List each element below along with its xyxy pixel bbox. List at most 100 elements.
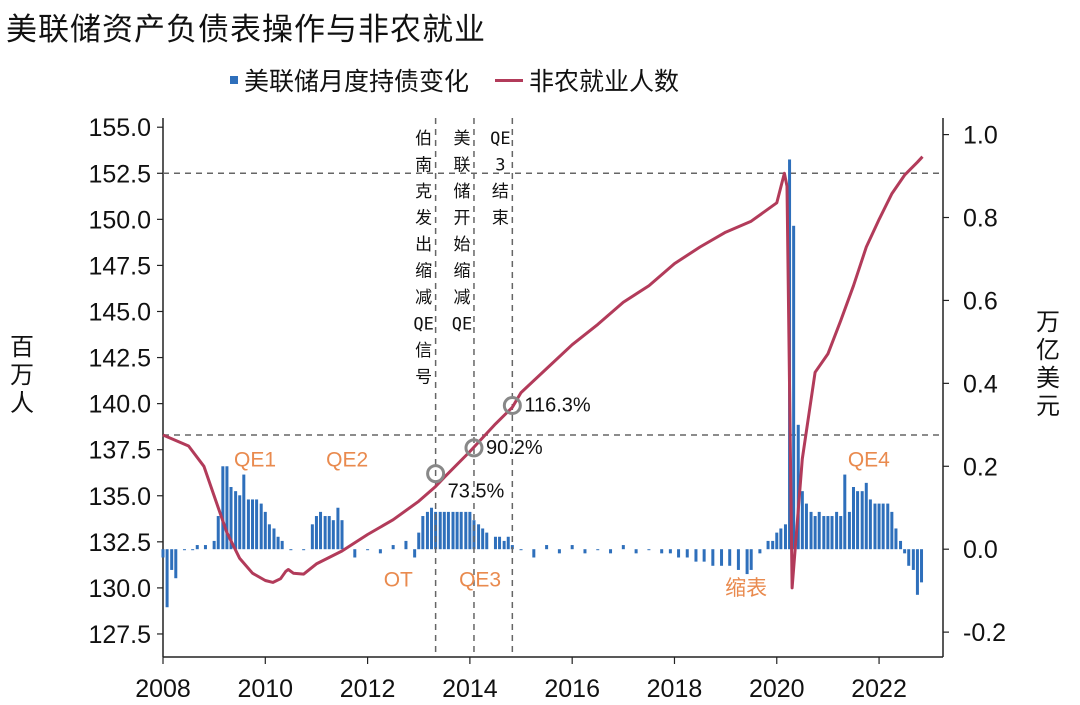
bar	[835, 511, 839, 550]
bar	[430, 507, 434, 550]
left-tick-label: 142.5	[88, 345, 151, 373]
bar	[826, 516, 830, 550]
legend-bar-swatch	[230, 76, 238, 84]
event-label-char: 伯	[415, 129, 432, 149]
right-axis-title: 美	[1036, 364, 1060, 392]
event-label-char: QE	[413, 315, 433, 335]
bar	[267, 524, 271, 550]
bar	[899, 540, 903, 550]
marker-circle	[464, 438, 484, 458]
bar	[873, 503, 877, 550]
bar	[864, 482, 868, 550]
event-label-char: 美	[453, 129, 470, 149]
event-label-char: 缩	[453, 262, 470, 282]
bar	[421, 516, 425, 550]
bar	[570, 545, 574, 550]
x-tick-label: 2016	[544, 675, 600, 703]
left-tick-label: 135.0	[88, 483, 151, 511]
bar	[758, 549, 762, 554]
bar	[813, 516, 817, 550]
left-axis-title: 百	[10, 333, 34, 361]
bar	[894, 528, 898, 550]
bar	[442, 511, 446, 550]
bar	[259, 503, 263, 550]
bar	[195, 545, 199, 550]
bar	[481, 528, 485, 550]
x-tick-label: 2010	[237, 675, 293, 703]
marker-label: 90.2%	[486, 437, 543, 459]
bar	[302, 549, 306, 551]
bar	[242, 474, 246, 550]
bar	[391, 545, 395, 550]
event-label-char: 结	[492, 182, 509, 202]
right-axis-title: 万	[1036, 308, 1060, 336]
x-tick-label: 2018	[647, 675, 703, 703]
left-tick-label: 150.0	[88, 206, 151, 234]
bar	[596, 549, 600, 551]
event-label-char: 储	[453, 182, 470, 202]
event-label-char: 3	[495, 156, 505, 176]
left-axis-title: 人	[10, 389, 34, 417]
bar	[702, 549, 706, 562]
bar	[225, 466, 229, 550]
left-tick-label: 132.5	[88, 529, 151, 557]
left-tick-label: 147.5	[88, 252, 151, 280]
event-label-char: 南	[415, 156, 432, 176]
event-label-char: 开	[453, 209, 470, 229]
bar	[903, 549, 907, 554]
event-label-char: 束	[492, 209, 509, 229]
bar	[477, 524, 481, 550]
bar	[660, 549, 664, 554]
event-label-char: 克	[415, 182, 432, 202]
bar	[221, 466, 225, 550]
left-tick-label: 152.5	[88, 160, 151, 188]
bar	[634, 549, 638, 554]
bar	[822, 516, 826, 550]
bar	[766, 540, 770, 550]
bar	[336, 507, 340, 550]
bar	[647, 549, 651, 551]
bar	[621, 545, 625, 550]
marker-label: 73.5%	[448, 481, 505, 503]
bar	[263, 511, 267, 550]
bar	[745, 549, 749, 575]
bar	[498, 536, 502, 550]
bar	[847, 511, 851, 550]
bar	[915, 549, 919, 595]
bar	[161, 549, 165, 558]
bar	[519, 549, 523, 551]
bar	[238, 495, 242, 550]
right-tick-label: 1.0	[963, 122, 998, 150]
bar	[451, 511, 455, 550]
bar	[771, 540, 775, 550]
bar	[413, 549, 417, 558]
bar	[817, 511, 821, 550]
x-tick-label: 2014	[442, 675, 498, 703]
bar	[800, 491, 804, 550]
x-tick-label: 2012	[340, 675, 396, 703]
bar	[668, 549, 672, 554]
bar	[720, 549, 724, 566]
right-tick-label: 0.8	[963, 205, 998, 233]
x-tick-label: 2020	[749, 675, 805, 703]
bar	[856, 491, 860, 550]
event-label-char: 出	[415, 235, 432, 255]
bar	[694, 549, 698, 562]
bar	[851, 487, 855, 550]
bar	[182, 549, 186, 551]
bar	[685, 549, 689, 558]
bar	[464, 511, 468, 550]
bar	[890, 511, 894, 550]
bar	[319, 511, 323, 550]
bar	[327, 516, 331, 550]
bar	[506, 536, 510, 550]
bar	[804, 503, 808, 550]
marker-circle	[426, 464, 446, 484]
bar	[557, 549, 561, 554]
left-tick-label: 155.0	[88, 114, 151, 142]
bar	[911, 549, 915, 570]
bar	[493, 536, 497, 550]
bar	[216, 516, 220, 550]
bar	[323, 516, 327, 550]
program-annotation: QE3	[459, 569, 501, 592]
